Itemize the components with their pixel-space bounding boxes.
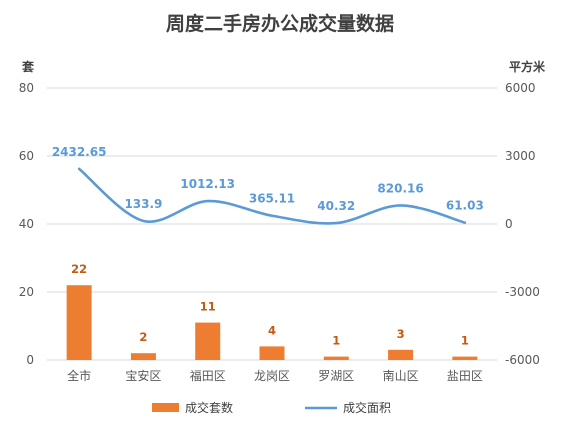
bar-label: 1: [461, 334, 469, 348]
line-label: 365.11: [249, 192, 295, 206]
category-label: 福田区: [190, 368, 226, 383]
bar-label: 4: [268, 323, 276, 337]
category-label: 罗湖区: [318, 368, 354, 383]
left-tick-label: 80: [19, 81, 34, 95]
line-label: 40.32: [317, 199, 355, 213]
right-tick-label: -3000: [505, 285, 540, 299]
category-label: 宝安区: [125, 368, 161, 383]
right-tick-label: 0: [505, 217, 513, 231]
left-tick-label: 0: [26, 353, 34, 367]
gridlines: [47, 87, 497, 361]
line-label: 2432.65: [52, 145, 107, 159]
bar: [195, 322, 221, 360]
bar-label: 22: [71, 262, 87, 276]
line-series: [77, 167, 467, 225]
legend-label-bar: 成交套数: [185, 400, 233, 415]
line-label: 133.9: [124, 197, 162, 211]
right-axis-unit: 平方米: [509, 59, 546, 74]
line-label: 61.03: [446, 199, 484, 213]
right-tick-label: 6000: [505, 81, 536, 95]
bar-label: 2: [139, 330, 147, 344]
category-label: 全市: [67, 368, 91, 383]
bar-label: 1: [332, 334, 340, 348]
left-tick-label: 40: [19, 217, 34, 231]
bar-label: 3: [397, 327, 405, 341]
line-path: [77, 167, 467, 225]
left-axis-unit: 套: [21, 59, 35, 74]
left-tick-label: 60: [19, 149, 34, 163]
right-tick-label: -6000: [505, 353, 540, 367]
legend-label-line: 成交面积: [343, 400, 391, 415]
bar-series: [66, 285, 478, 360]
legend: 成交套数 成交面积: [152, 400, 391, 415]
bar: [388, 349, 414, 360]
line-label: 820.16: [377, 181, 423, 195]
category-label: 南山区: [383, 368, 419, 383]
bar: [66, 285, 92, 360]
bar: [323, 356, 349, 360]
left-tick-label: 20: [19, 285, 34, 299]
bar: [130, 353, 156, 360]
right-tick-label: 3000: [505, 149, 536, 163]
bar: [259, 346, 285, 360]
bar: [452, 356, 478, 360]
bar-label: 11: [200, 300, 216, 314]
axes: 0 20 40 60 80 -6000 -3000 0 3000 6000 全市 宝安区 福田区 龙岗区 罗…: [19, 81, 540, 383]
legend-swatch-bar: [152, 403, 179, 412]
chart-title: 周度二手房办公成交量数据: [166, 12, 394, 35]
category-label: 龙岗区: [254, 369, 290, 383]
category-label: 盐田区: [447, 369, 483, 383]
line-label: 1012.13: [180, 177, 235, 191]
